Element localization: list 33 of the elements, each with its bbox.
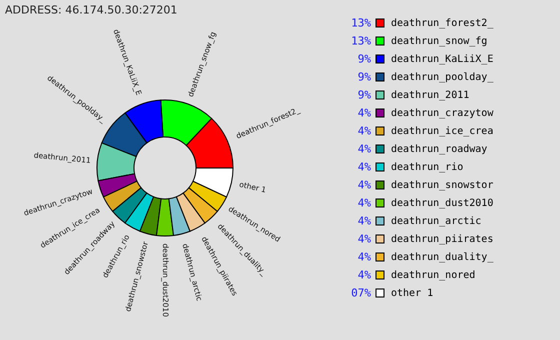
legend-label: deathrun_ice_crea bbox=[391, 126, 494, 137]
legend-label: deathrun_rio bbox=[391, 162, 464, 173]
legend-label: deathrun_crazytow bbox=[391, 108, 494, 119]
data-label: 13% bbox=[351, 34, 372, 48]
data-label: 4% bbox=[358, 106, 372, 120]
data-label: 07% bbox=[351, 286, 372, 300]
legend-label: deathrun_duality_ bbox=[391, 252, 494, 263]
legend-label: deathrun_poolday_ bbox=[391, 72, 494, 83]
legend-label: deathrun_nored bbox=[391, 270, 476, 281]
legend-label: deathrun_piirates bbox=[391, 234, 494, 245]
data-label: 4% bbox=[358, 268, 372, 282]
legend-label: deathrun_roadway bbox=[391, 144, 488, 155]
data-label: 4% bbox=[358, 178, 372, 192]
legend-label: deathrun_KaLiiX_E bbox=[391, 54, 494, 65]
legend-label: other 1 bbox=[391, 288, 434, 299]
data-label: 4% bbox=[358, 142, 372, 156]
data-label: 9% bbox=[358, 70, 372, 84]
legend-label: deathrun_snowstor bbox=[391, 180, 494, 191]
legend-label: deathrun_2011 bbox=[391, 90, 470, 101]
data-label: 9% bbox=[358, 88, 372, 102]
data-label: 4% bbox=[358, 160, 372, 174]
data-label: 13% bbox=[351, 16, 372, 30]
data-label: 9% bbox=[358, 52, 372, 66]
data-label: 4% bbox=[358, 196, 372, 210]
data-label: 4% bbox=[358, 214, 372, 228]
text: ADDRESS: 46.174.50.30:27201 bbox=[5, 4, 178, 16]
data-label: 4% bbox=[358, 250, 372, 264]
data-label: 4% bbox=[358, 124, 372, 138]
legend-label: deathrun_forest2_ bbox=[391, 18, 494, 29]
legend-label: deathrun_arctic bbox=[391, 216, 482, 227]
legend-label: deathrun_dust2010 bbox=[391, 198, 494, 209]
data-label: 4% bbox=[358, 232, 372, 246]
legend-label: deathrun_snow_fg bbox=[391, 36, 488, 47]
